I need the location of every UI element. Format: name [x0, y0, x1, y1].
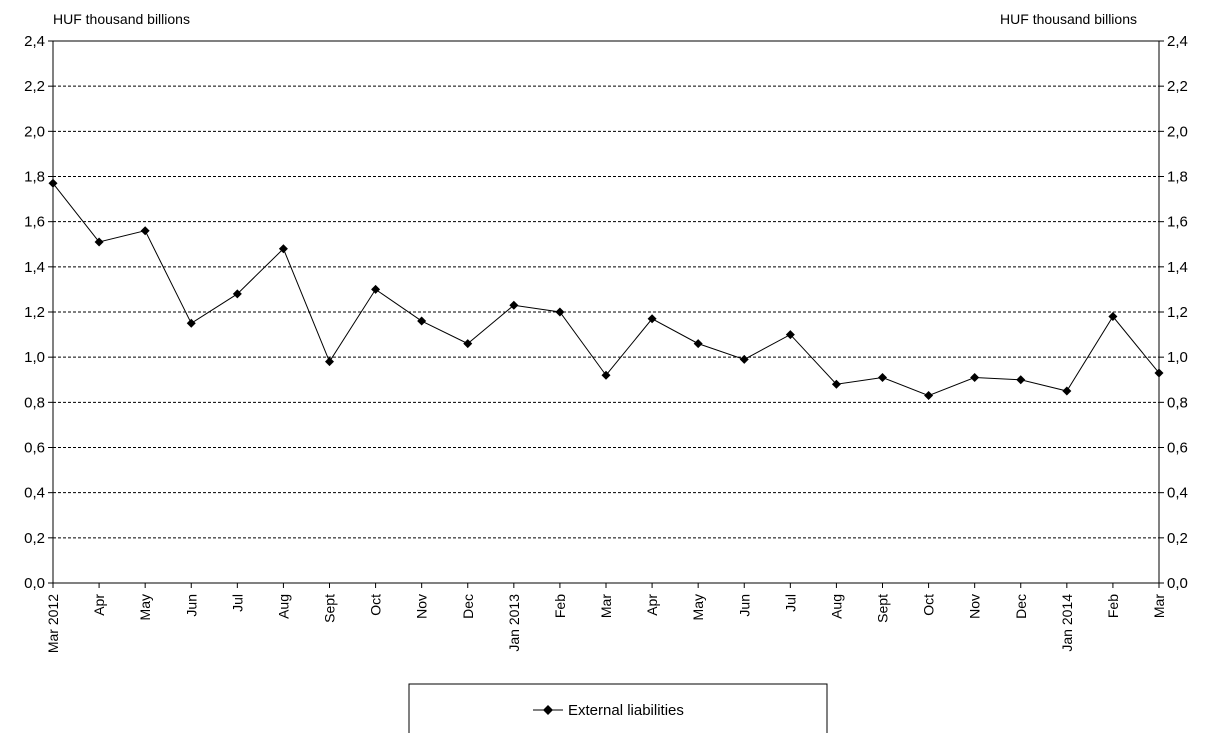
y-tick-label-right: 0,6: [1167, 440, 1188, 457]
data-point: [1016, 375, 1026, 385]
y-tick-label-right: 2,4: [1167, 33, 1188, 50]
data-point: [924, 391, 934, 401]
x-tick-label: Nov: [967, 594, 983, 619]
y-tick-label-left: 0,4: [24, 485, 45, 502]
y-axis-left-ticks: 0,0 0,2 0,4 0,6 0,8 1,0 1,2 1,4 1,6 1,8 2,0 2,2 2,4: [24, 33, 53, 592]
x-tick-label: Aug: [275, 594, 291, 619]
data-point: [693, 339, 703, 349]
data-point: [48, 178, 58, 188]
legend-marker: [543, 705, 553, 715]
y-tick-label-right: 1,8: [1167, 169, 1188, 186]
x-tick-label: Jun: [183, 594, 199, 617]
x-tick-label: Jun: [736, 594, 752, 617]
y-tick-label-left: 0,2: [24, 530, 45, 547]
x-tick-label: Jan 2014: [1059, 594, 1075, 652]
y-tick-label-right: 0,2: [1167, 530, 1188, 547]
data-point: [601, 370, 611, 380]
data-point: [463, 339, 473, 349]
x-tick-label: Sept: [322, 594, 338, 623]
y-tick-label-left: 1,6: [24, 214, 45, 231]
y-tick-label-left: 0,6: [24, 440, 45, 457]
x-tick-label: Oct: [921, 594, 937, 616]
y-tick-label-left: 2,0: [24, 123, 45, 140]
legend-label: External liabilities: [568, 702, 684, 719]
y-tick-label-right: 0,8: [1167, 394, 1188, 411]
legend: External liabilities: [408, 683, 828, 733]
data-point: [785, 330, 795, 340]
y-tick-label-right: 1,2: [1167, 304, 1188, 321]
x-tick-label: Mar: [1151, 594, 1167, 618]
y-tick-label-left: 1,4: [24, 259, 45, 276]
data-point: [140, 226, 150, 236]
y-tick-label-right: 2,2: [1167, 78, 1188, 95]
data-point: [878, 372, 887, 382]
y-tick-label-right: 1,4: [1167, 259, 1188, 276]
y-tick-label-right: 1,0: [1167, 349, 1188, 366]
y-tick-label-left: 2,2: [24, 78, 45, 95]
data-point: [555, 307, 565, 317]
x-tick-label: Mar 2012: [45, 594, 61, 653]
x-tick-label: Apr: [644, 594, 660, 616]
x-tick-label: Oct: [368, 594, 384, 616]
data-point: [278, 244, 288, 254]
series: [48, 178, 1164, 401]
data-point: [970, 372, 980, 382]
y-axis-right-ticks: 0,0 0,2 0,4 0,6 0,8 1,0 1,2 1,4 1,6 1,8 2,0 2,2 2,4: [1159, 33, 1188, 592]
data-point: [94, 237, 104, 247]
x-tick-label: Jul: [229, 594, 245, 612]
data-point: [1108, 312, 1118, 322]
y-unit-label-left: HUF thousand billions: [53, 11, 190, 27]
data-point: [325, 357, 334, 367]
x-tick-label: Feb: [1105, 594, 1121, 618]
y-tick-label-right: 0,4: [1167, 485, 1188, 502]
x-tick-label: Nov: [414, 594, 430, 619]
data-point: [1062, 386, 1072, 396]
data-point: [739, 354, 749, 364]
grid-lines: [53, 85, 1159, 539]
x-axis-ticks: Mar 2012 Apr May Jun Jul Aug Sept Oct Nov Dec Jan …: [45, 583, 1167, 653]
x-tick-label: May: [690, 594, 706, 620]
x-tick-label: Mar: [598, 594, 614, 618]
y-tick-label-left: 0,0: [24, 575, 45, 592]
y-tick-label-left: 2,4: [24, 33, 45, 50]
y-tick-label-left: 1,8: [24, 169, 45, 186]
data-point: [371, 284, 381, 294]
data-point: [186, 318, 196, 328]
data-point: [831, 379, 841, 389]
x-tick-label: Apr: [91, 594, 107, 616]
legend-box: [408, 683, 828, 733]
x-tick-label: Feb: [552, 594, 568, 618]
data-point: [1154, 368, 1164, 378]
y-tick-label-right: 2,0: [1167, 123, 1188, 140]
data-point: [647, 314, 657, 324]
x-tick-label: Jan 2013: [506, 594, 522, 652]
x-tick-label: Dec: [1013, 594, 1029, 619]
x-tick-label: Sept: [875, 594, 891, 623]
data-point: [417, 316, 427, 326]
series-line: [52, 182, 1160, 397]
y-tick-label-right: 1,6: [1167, 214, 1188, 231]
y-unit-label-right: HUF thousand billions: [1000, 11, 1137, 27]
x-tick-label: Jul: [782, 594, 798, 612]
y-tick-label-left: 0,8: [24, 394, 45, 411]
y-tick-label-left: 1,2: [24, 304, 45, 321]
data-point: [232, 289, 242, 299]
data-point: [509, 300, 519, 310]
x-tick-label: May: [137, 594, 153, 620]
x-tick-label: Aug: [828, 594, 844, 619]
y-tick-label-left: 1,0: [24, 349, 45, 366]
y-tick-label-right: 0,0: [1167, 575, 1188, 592]
x-tick-label: Dec: [460, 594, 476, 619]
